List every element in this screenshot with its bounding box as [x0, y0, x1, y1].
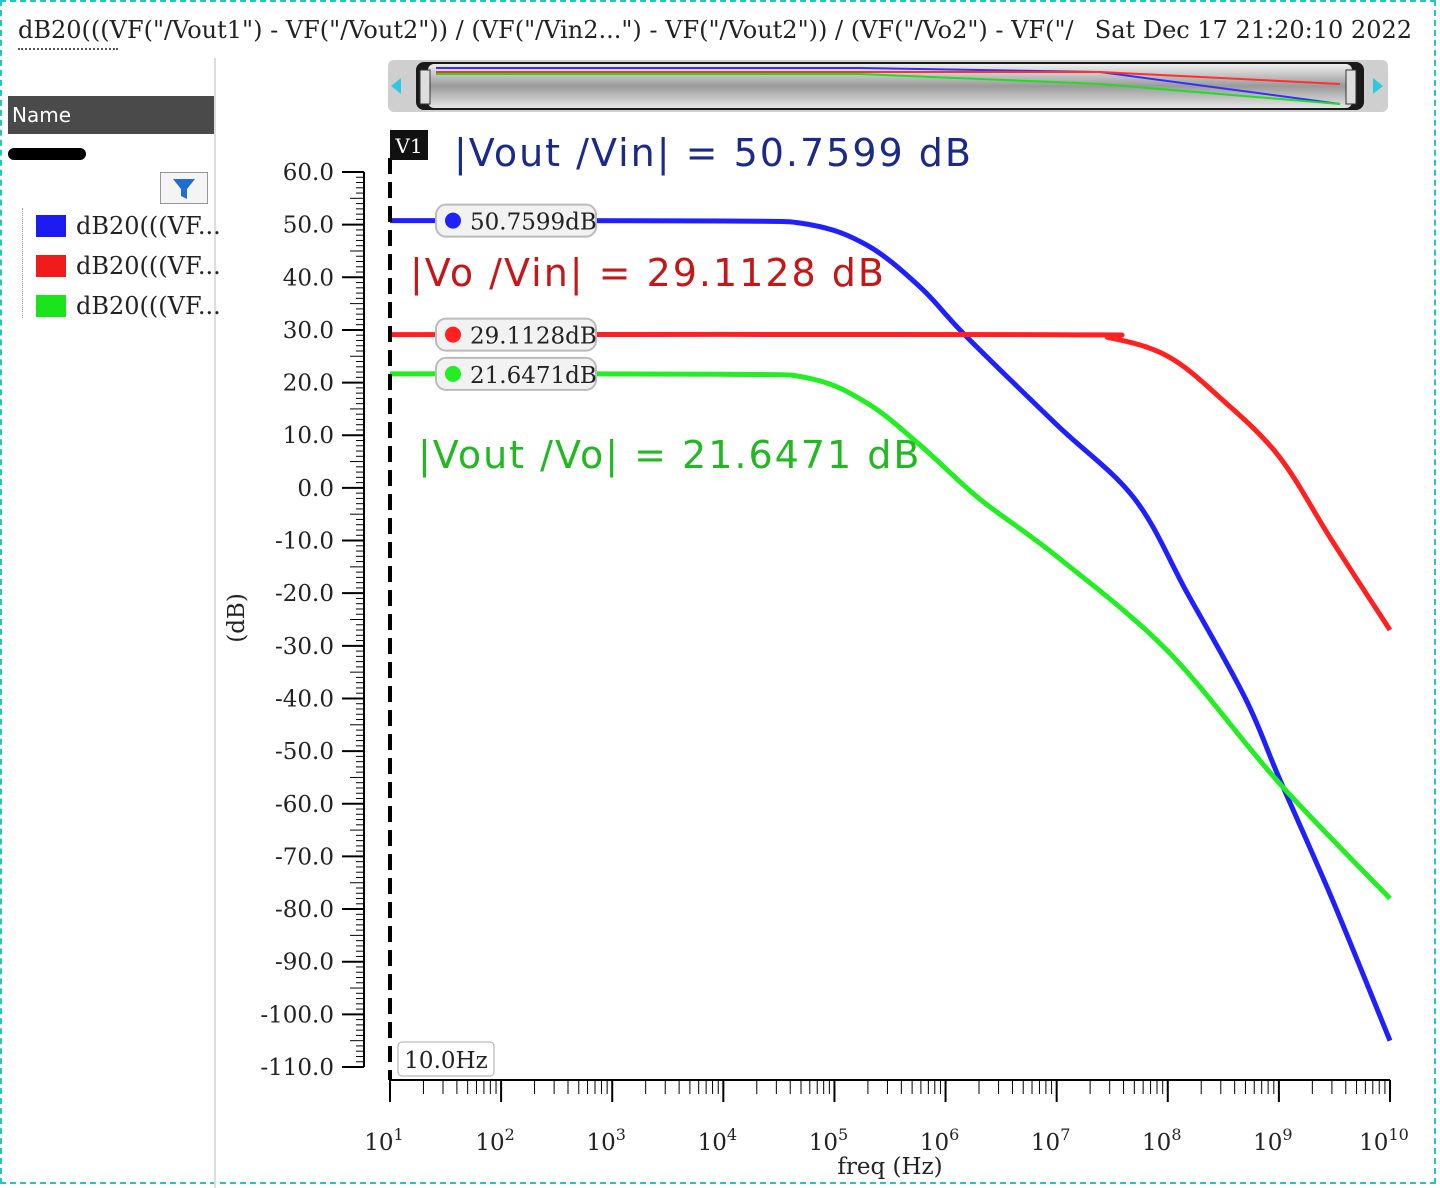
x-tick-label: 103 — [586, 1125, 625, 1156]
handwritten-note: |Vout /Vo| = 21.6471 dB — [418, 433, 921, 478]
marker-dot — [445, 365, 461, 382]
legend-swatch-red — [36, 255, 66, 277]
scroll-handle-right[interactable] — [1345, 69, 1357, 105]
y-tick-label: -100.0 — [260, 1002, 334, 1028]
y-axis-label: (dB) — [224, 593, 250, 643]
subtitle-overflow — [18, 48, 118, 58]
overview-line-red — [436, 71, 1341, 85]
y-tick-label: 60.0 — [283, 160, 334, 186]
selection-indicator — [8, 148, 86, 160]
marker-value-box — [435, 356, 597, 391]
marker-freq-label: 10.0Hz — [404, 1048, 487, 1074]
marker-tag — [390, 130, 428, 160]
legend-label: dB20(((VF... — [76, 252, 221, 280]
legend-swatch-green — [36, 295, 66, 317]
legend-item-blue[interactable]: dB20(((VF... — [36, 212, 221, 240]
x-tick-label: 108 — [1142, 1125, 1181, 1156]
y-tick-label: 40.0 — [283, 265, 334, 291]
x-tick-label: 106 — [920, 1125, 959, 1156]
legend-label: dB20(((VF... — [76, 292, 221, 320]
handwritten-note: |Vo /Vin| = 29.1128 dB — [410, 251, 886, 296]
y-tick-label: -40.0 — [275, 686, 334, 712]
filter-icon — [173, 179, 195, 199]
y-tick-label: -110.0 — [260, 1055, 334, 1081]
marker-freq-box — [397, 1041, 495, 1077]
y-tick-label: -30.0 — [275, 634, 334, 660]
plot-title: dB20(((VF("/Vout1") - VF("/Vout2")) / (V… — [18, 16, 1074, 44]
marker-dot — [445, 326, 461, 343]
scroll-left-icon[interactable] — [391, 78, 401, 94]
y-tick-label: 30.0 — [283, 318, 334, 344]
x-tick-label: 105 — [809, 1125, 848, 1156]
handwritten-note: |Vout /Vin| = 50.7599 dB — [454, 131, 973, 176]
x-tick-label: 1010 — [1359, 1125, 1409, 1156]
legend-swatch-blue — [36, 215, 66, 237]
tree-connector — [22, 208, 25, 318]
y-tick-label: 50.0 — [283, 213, 334, 239]
legend-item-red[interactable]: dB20(((VF... — [36, 252, 221, 280]
curve-green[interactable] — [389, 371, 1392, 901]
y-tick-label: -90.0 — [275, 950, 334, 976]
legend-label: dB20(((VF... — [76, 212, 221, 240]
x-tick-label: 101 — [364, 1125, 403, 1156]
y-tick-label: -20.0 — [275, 581, 334, 607]
overview-line-green — [436, 73, 1341, 105]
overview-line-blue — [436, 67, 1341, 105]
y-tick-label: 0.0 — [297, 476, 334, 502]
x-tick-label: 102 — [475, 1125, 514, 1156]
y-tick-label: -50.0 — [275, 739, 334, 765]
marker-tag-label: V1 — [394, 134, 422, 158]
marker-value-box — [435, 203, 597, 238]
marker-value-label: 21.6471dB — [470, 363, 597, 389]
legend-panel: Name dB20(((VF... dB20(((VF... dB20(((VF… — [0, 58, 221, 1188]
y-tick-label: -10.0 — [275, 529, 334, 555]
curve-red[interactable] — [389, 331, 1393, 632]
scroll-right-icon[interactable] — [1373, 78, 1383, 94]
x-axis-label: freq (Hz) — [837, 1154, 942, 1180]
x-tick-label: 109 — [1253, 1125, 1292, 1156]
timestamp: Sat Dec 17 21:20:10 2022 — [1094, 16, 1412, 44]
marker-dot — [445, 212, 461, 229]
overview-scrollbar[interactable] — [388, 60, 1388, 112]
y-tick-label: -70.0 — [275, 844, 334, 870]
name-column-header[interactable]: Name — [8, 96, 214, 134]
marker-value-label: 50.7599dB — [470, 210, 597, 236]
x-tick-label: 107 — [1031, 1125, 1070, 1156]
scroll-handle-left[interactable] — [419, 69, 431, 105]
x-tick-label: 104 — [698, 1125, 737, 1156]
legend-item-green[interactable]: dB20(((VF... — [36, 292, 221, 320]
marker-value-label: 29.1128dB — [470, 324, 597, 350]
y-tick-label: -80.0 — [275, 897, 334, 923]
y-tick-label: 10.0 — [283, 423, 334, 449]
y-tick-label: -60.0 — [275, 792, 334, 818]
y-tick-label: 20.0 — [283, 371, 334, 397]
filter-button[interactable] — [160, 172, 208, 204]
marker-value-box — [435, 317, 597, 352]
